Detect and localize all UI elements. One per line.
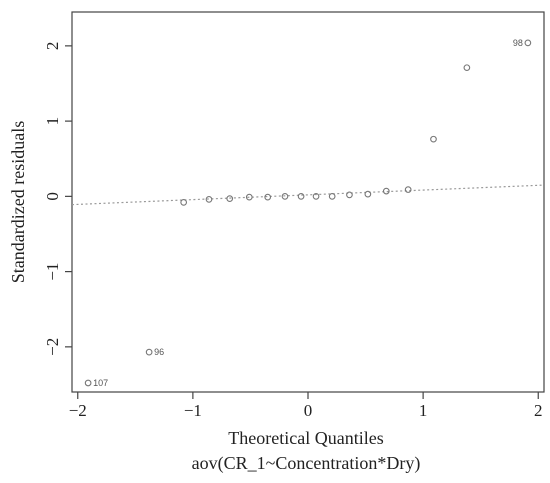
x-tick-label: 2 — [534, 401, 543, 420]
data-point — [524, 39, 532, 47]
y-tick-label: 1 — [43, 117, 62, 126]
x-tick-label: −2 — [69, 401, 87, 420]
data-point — [205, 196, 213, 203]
data-point — [364, 190, 372, 198]
x-axis-title: Theoretical Quantiles — [228, 428, 383, 448]
reference-line — [71, 184, 545, 206]
data-point — [297, 193, 305, 200]
data-point — [264, 193, 272, 201]
data-point — [430, 135, 437, 143]
data-point — [226, 195, 234, 202]
data-point — [463, 64, 471, 72]
y-tick-label: 0 — [43, 192, 62, 201]
data-point — [281, 193, 289, 200]
data-point — [84, 379, 92, 387]
y-tick-label: −2 — [43, 338, 62, 356]
data-point — [145, 348, 153, 356]
points-layer: 107 96 98 — [84, 38, 532, 388]
data-point — [328, 193, 336, 200]
x-tick-label: 1 — [419, 401, 428, 420]
point-label: 98 — [513, 38, 523, 48]
x-axis: −2 −1 0 1 2 — [69, 392, 543, 420]
point-label: 96 — [154, 347, 164, 357]
data-point — [245, 193, 253, 201]
data-point — [382, 187, 390, 195]
data-point — [404, 186, 412, 193]
x-tick-label: 0 — [304, 401, 313, 420]
data-point — [346, 191, 353, 199]
x-tick-label: −1 — [184, 401, 202, 420]
y-tick-label: 2 — [43, 42, 62, 51]
data-point — [180, 199, 188, 206]
y-tick-label: −1 — [43, 263, 62, 281]
y-axis: −2 −1 0 1 2 — [43, 42, 72, 356]
plot-frame — [71, 11, 545, 393]
point-label: 107 — [93, 378, 108, 388]
y-axis-title: Standardized residuals — [8, 121, 28, 283]
data-point — [312, 193, 320, 200]
chart-subtitle: aov(CR_1~Concentration*Dry) — [192, 453, 421, 474]
